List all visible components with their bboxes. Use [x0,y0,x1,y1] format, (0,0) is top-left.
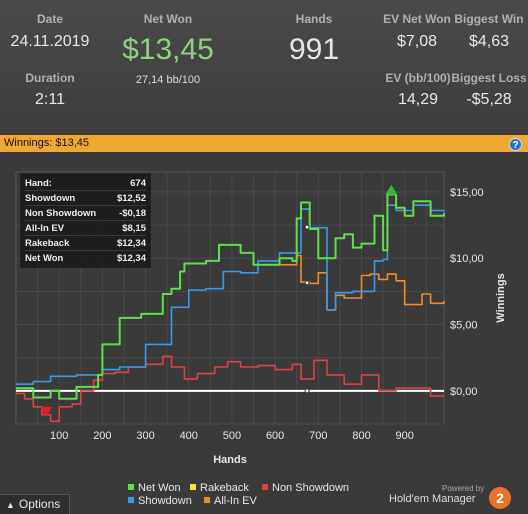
date-label: Date [36,12,63,26]
x-tick-label: 800 [352,430,370,442]
ev-net-won-value: $7,08 [396,33,438,50]
duration-value: 2:11 [35,91,65,108]
hands-value: 991 [288,33,340,66]
biggest-win-label: Biggest Win [454,12,524,26]
tooltip-row: Net Won $12,34 [25,253,146,264]
brand-name: Hold'em Manager [389,493,476,505]
y-axis-title: Winnings [495,273,507,322]
hover-point [304,224,310,230]
x-tick-label: 600 [266,430,284,442]
help-icon[interactable]: ? [509,138,522,151]
y-tick-label: $15,00 [450,187,484,199]
x-tick-label: 700 [309,430,327,442]
series-line-all-in-ev [275,254,445,311]
x-tick-label: 200 [93,430,111,442]
legend-swatch [204,497,210,503]
hover-point [304,388,310,394]
winnings-header-bar: Winnings: $13,45 [0,135,528,152]
legend-item-net-won[interactable]: Net Won [128,482,181,494]
x-tick-label: 900 [396,430,414,442]
hand-tooltip: Hand: 674 Showdown $12,52 Non Showdown -$0,… [20,173,151,268]
tooltip-row: Showdown $12,52 [25,193,146,206]
y-tick-label: $0,00 [450,386,478,398]
date-value: 24.11.2019 [10,33,90,50]
net-won-value: $13,45 [122,33,214,66]
min-marker [40,406,53,417]
biggest-loss-label: Biggest Loss [451,71,527,85]
duration-label: Duration [25,71,75,85]
ev-bb100-value: 14,29 [397,91,439,108]
hands-label: Hands [295,12,333,26]
x-tick-label: 300 [136,430,154,442]
tooltip-row: Rakeback $12,34 [25,238,146,251]
ev-bb100-label: EV (bb/100) [385,71,451,85]
series-line-non-showdown [16,355,444,423]
x-axis-title: Hands [213,454,247,466]
legend-swatch [262,484,268,490]
options-button[interactable]: ▲ Options [0,494,70,514]
tooltip-row: Hand: 674 [25,178,146,191]
legend-item-showdown[interactable]: Showdown [128,495,192,507]
tooltip-row: Non Showdown -$0,18 [25,208,146,221]
legend-swatch [190,484,196,490]
hover-point [304,280,310,286]
tooltip-row: All-In EV $8,15 [25,223,146,236]
chevron-up-icon: ▲ [6,500,15,510]
y-tick-label: $10,00 [450,253,484,265]
x-tick-label: 100 [50,430,68,442]
legend-swatch [128,497,134,503]
x-tick-label: 400 [180,430,198,442]
legend-item-rakeback[interactable]: Rakeback [190,482,249,494]
biggest-loss-value: -$5,28 [466,91,512,108]
session-stats-panel: Date 24.11.2019 Duration 2:11 Net Won $1… [0,0,528,134]
powered-by-label: Powered by [442,484,485,493]
max-marker [385,184,398,195]
y-tick-label: $5,00 [450,320,478,332]
ev-net-won-label: EV Net Won [383,12,451,26]
legend-item-all-in-ev[interactable]: All-In EV [204,495,257,507]
net-won-label: Net Won [143,12,193,26]
hem-logo-icon: 2 [489,487,511,509]
x-tick-label: 500 [223,430,241,442]
legend-swatch [128,484,134,490]
series-line-net-won [16,193,445,400]
legend-item-non-showdown[interactable]: Non Showdown [262,482,349,494]
net-won-bb100: 27,14 bb/100 [135,74,201,86]
biggest-win-value: $4,63 [468,33,510,50]
